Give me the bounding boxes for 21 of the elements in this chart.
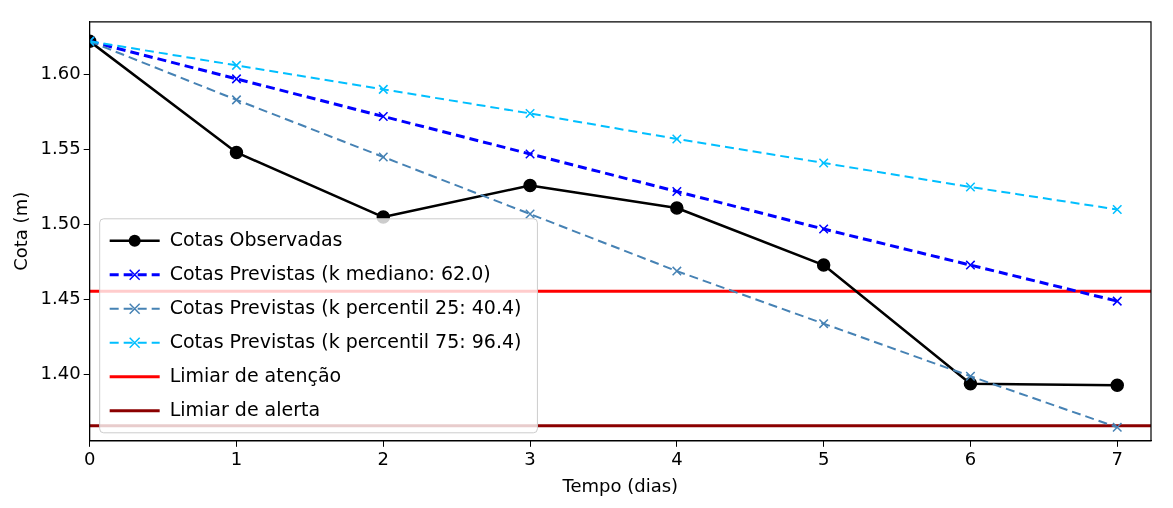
x-tick-label: 2 bbox=[377, 448, 389, 470]
legend-label: Cotas Observadas bbox=[169, 227, 343, 250]
x-tick-label: 7 bbox=[1111, 448, 1123, 470]
x-tick-label: 5 bbox=[817, 448, 830, 470]
x-axis-title: Tempo (dias) bbox=[561, 474, 679, 496]
x-tick-label: 0 bbox=[83, 448, 96, 470]
y-tick-label: 1.40 bbox=[40, 362, 81, 384]
y-tick-label: 1.55 bbox=[40, 137, 81, 159]
legend-label: Limiar de atenção bbox=[169, 363, 342, 386]
y-tick-label: 1.50 bbox=[40, 212, 81, 234]
y-tick-label: 1.45 bbox=[40, 287, 81, 309]
x-tick-label: 1 bbox=[230, 448, 243, 470]
x-tick-label: 4 bbox=[671, 448, 683, 470]
legend-label: Cotas Previstas (k mediano: 62.0) bbox=[169, 261, 491, 284]
x-tick-label: 3 bbox=[524, 448, 536, 470]
legend-label: Limiar de alerta bbox=[169, 397, 321, 420]
legend-label: Cotas Previstas (k percentil 25: 40.4) bbox=[169, 295, 522, 318]
y-axis-title: Cota (m) bbox=[10, 191, 32, 271]
x-tick-label: 6 bbox=[964, 448, 977, 470]
legend-label: Cotas Previstas (k percentil 75: 96.4) bbox=[169, 329, 522, 352]
y-tick-label: 1.60 bbox=[40, 62, 81, 84]
